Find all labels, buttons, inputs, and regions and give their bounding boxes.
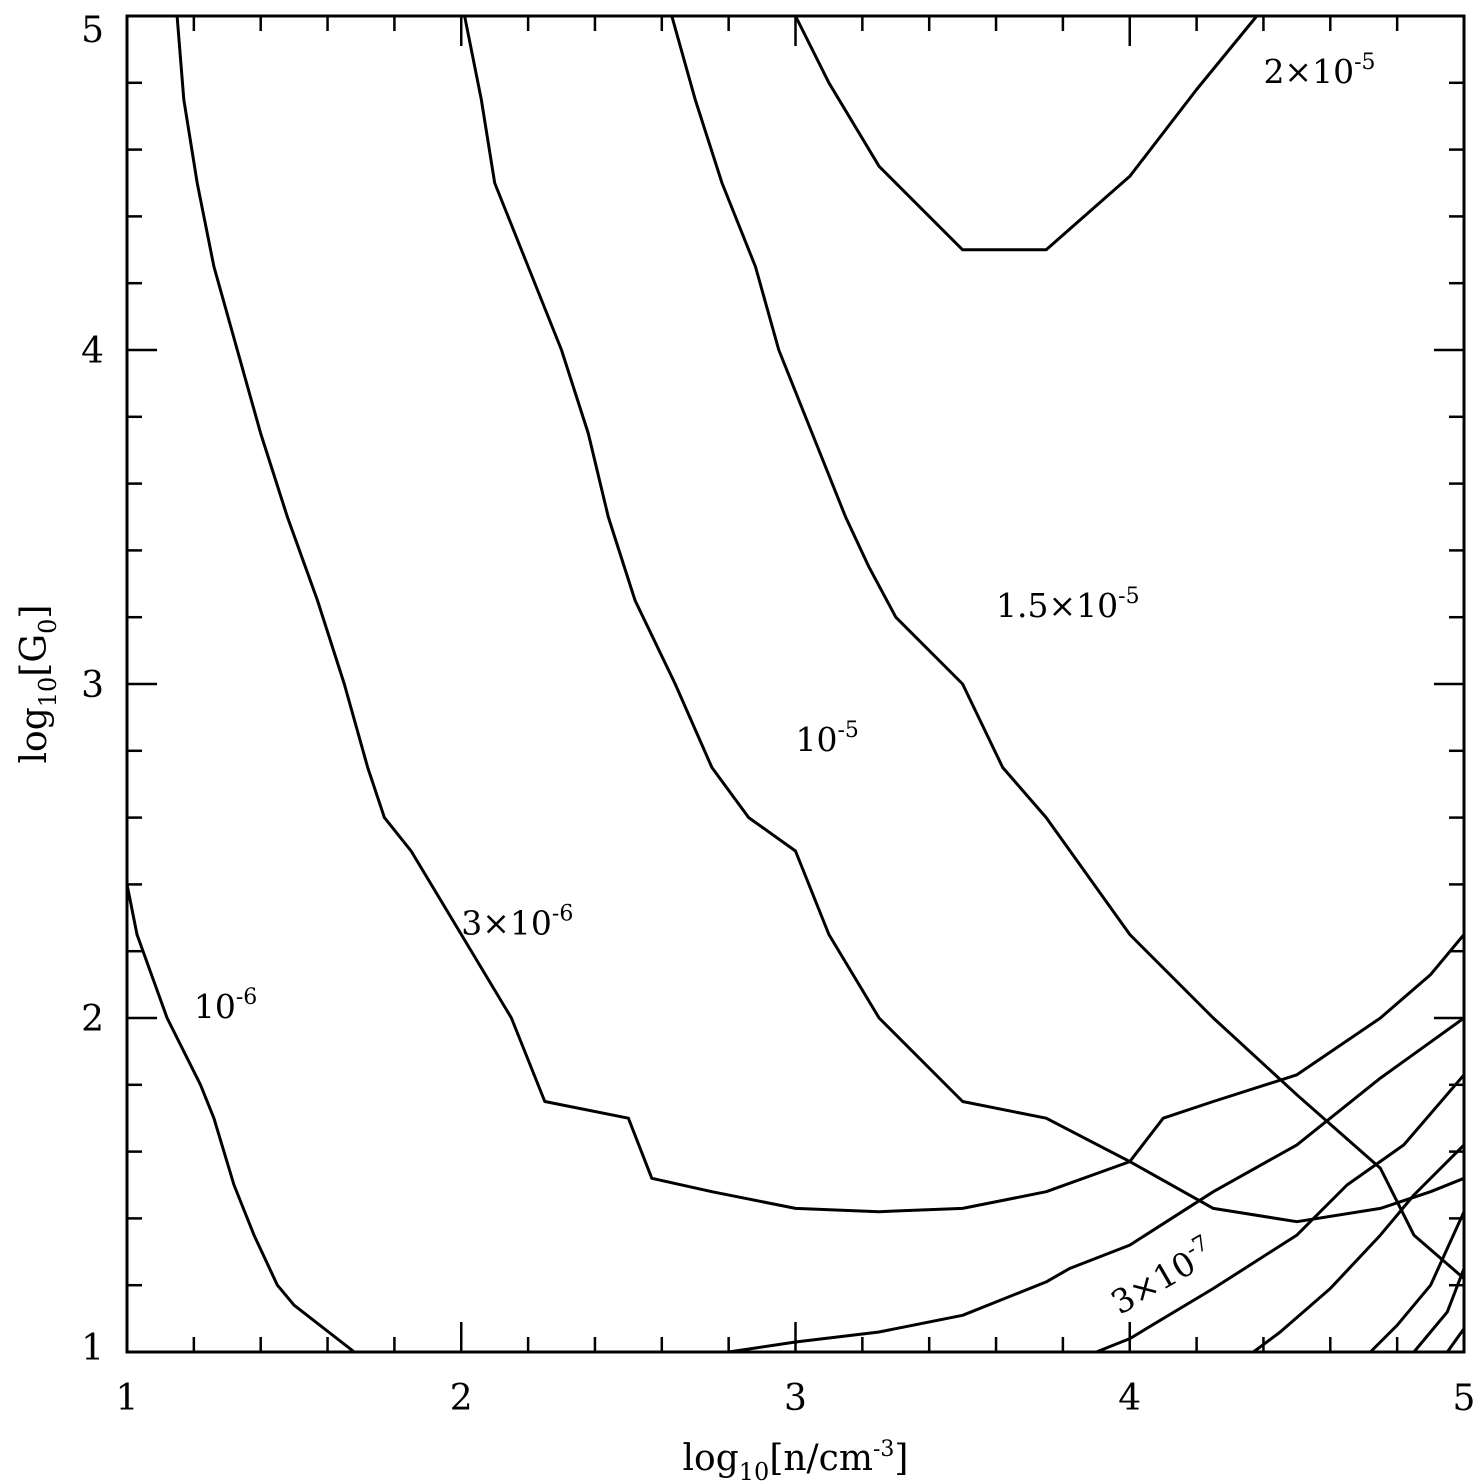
contour-lines <box>125 15 1466 1354</box>
x-axis-title: log10[n/cm-3] <box>683 1437 909 1483</box>
contour-label-5: 2×10-5 <box>1263 50 1375 91</box>
contour-line-1 <box>125 884 356 1354</box>
contour-line-5 <box>794 15 1258 252</box>
contour-label-2: 3×10-6 <box>461 902 573 943</box>
y-tick-label: 1 <box>81 1328 104 1369</box>
contour-line-2 <box>175 15 1466 1214</box>
y-tick-label: 4 <box>81 331 104 372</box>
plot-frame <box>125 14 1466 1354</box>
x-tick-label: 1 <box>116 1378 139 1419</box>
contour-labels: 10-6 3×10-6 10-5 1.5×10-5 2×10-5 3×10-7 <box>194 50 1376 1322</box>
contour-label-4: 1.5×10-5 <box>996 584 1140 625</box>
x-tick-label: 3 <box>784 1378 807 1419</box>
contour-line-4 <box>670 15 1465 1280</box>
x-tick-label: 5 <box>1453 1378 1476 1419</box>
contour-line-9 <box>1369 1211 1466 1354</box>
contour-label-6: 3×10-7 <box>1103 1231 1221 1323</box>
contour-line-10 <box>1412 1267 1466 1353</box>
tick-labels: 1 2 3 4 5 1 2 3 4 5 <box>81 10 1475 1419</box>
y-tick-label: 3 <box>81 665 104 706</box>
contour-line-11 <box>1446 1327 1466 1353</box>
x-tick-label: 4 <box>1118 1378 1141 1419</box>
contour-line-6 <box>728 1016 1465 1354</box>
y-tick-label: 5 <box>81 10 104 51</box>
tick-marks <box>125 14 1466 1354</box>
x-tick-label: 2 <box>450 1378 473 1419</box>
contour-line-7 <box>1095 1073 1466 1354</box>
contour-line-3 <box>463 15 1465 1224</box>
contour-line-8 <box>1252 1143 1466 1354</box>
y-tick-label: 2 <box>81 999 104 1040</box>
contour-label-1: 10-6 <box>194 985 257 1026</box>
y-axis-title: log10[G0] <box>14 605 62 764</box>
contour-label-3: 10-5 <box>796 718 859 759</box>
